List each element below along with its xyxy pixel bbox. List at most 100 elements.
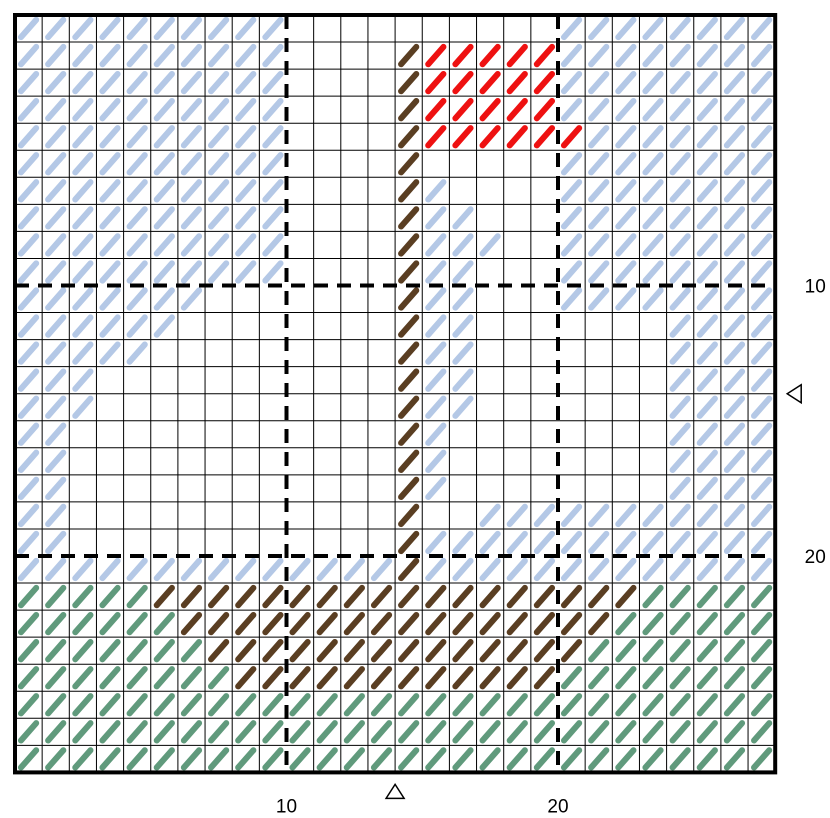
stitch-pole	[289, 666, 311, 690]
stitch-sky	[17, 314, 40, 338]
stitch-sky	[452, 557, 474, 582]
stitch-sky	[751, 476, 773, 501]
stitch-sky	[235, 70, 257, 95]
stitch-grass	[506, 693, 528, 717]
stitch-sky	[669, 314, 691, 338]
stitch-sky	[99, 233, 121, 257]
stitch-sky	[452, 260, 474, 284]
stitch-sky	[45, 16, 67, 41]
stitch-pole	[615, 584, 637, 609]
stitch-pole	[479, 584, 501, 609]
stitch-pole	[398, 179, 420, 203]
stitch-sky	[696, 395, 718, 419]
stitch-pole	[398, 43, 420, 68]
stitch-sky	[45, 152, 67, 176]
stitch-sky	[99, 314, 121, 338]
stitch-sky	[560, 233, 583, 257]
stitch-pole	[398, 666, 420, 690]
stitch-sky	[642, 260, 664, 284]
stitch-grass	[99, 666, 121, 690]
stitch-sky	[425, 557, 447, 582]
stitch-sky	[72, 16, 94, 41]
stitch-grass	[452, 747, 474, 771]
stitch-sky	[208, 152, 230, 176]
stitch-sky	[642, 179, 664, 203]
stitch-sky	[17, 557, 40, 582]
stitch-sky	[262, 179, 284, 203]
stitch-sky	[99, 260, 121, 284]
stitch-sky	[723, 206, 746, 230]
stitch-grass	[506, 720, 528, 744]
stitch-grass	[560, 693, 583, 717]
stitch-sky	[723, 476, 746, 501]
stitch-sky	[588, 530, 610, 555]
stitch-grass	[751, 666, 773, 690]
stitch-sky	[723, 422, 746, 446]
stitch-pole	[343, 611, 365, 636]
stitch-sky	[452, 530, 474, 555]
stitch-pole	[343, 584, 365, 609]
stitch-sky	[235, 16, 257, 41]
stitch-sky	[72, 287, 94, 311]
stitch-sky	[642, 43, 664, 68]
stitch-sky	[588, 179, 610, 203]
axis-labels: 10 20 10 20	[276, 277, 826, 818]
stitch-grass	[17, 611, 40, 636]
stitch-sky	[17, 422, 40, 446]
stitch-sky	[289, 557, 311, 582]
stitch-grass	[180, 747, 203, 771]
stitch-flag	[479, 43, 501, 68]
stitch-pole	[262, 666, 284, 690]
stitch-sky	[99, 43, 121, 68]
stitch-grass	[126, 584, 148, 609]
stitch-sky	[642, 530, 664, 555]
stitch-grass	[72, 747, 94, 771]
stitch-sky	[99, 98, 121, 122]
stitch-sky	[642, 98, 664, 122]
stitch-sky	[669, 152, 691, 176]
stitch-sky	[533, 557, 556, 582]
stitch-pole	[506, 584, 528, 609]
stitch-grass	[615, 747, 637, 771]
stitch-grass	[72, 720, 94, 744]
stitch-sky	[425, 179, 447, 203]
stitch-sky	[751, 43, 773, 68]
stitch-sky	[425, 341, 447, 365]
stitch-grass	[99, 693, 121, 717]
stitch-sky	[723, 98, 746, 122]
stitch-grass	[642, 693, 664, 717]
stitch-grass	[696, 720, 718, 744]
stitch-sky	[262, 233, 284, 257]
stitch-sky	[723, 16, 746, 41]
stitch-pole	[398, 314, 420, 338]
stitch-sky	[180, 125, 203, 149]
stitch-pole	[398, 395, 420, 419]
stitch-pole	[398, 125, 420, 149]
stitch-pole	[262, 639, 284, 663]
stitch-sky	[669, 125, 691, 149]
stitch-pole	[533, 584, 556, 609]
stitch-pole	[398, 530, 420, 555]
stitch-grass	[99, 639, 121, 663]
stitch-sky	[72, 43, 94, 68]
stitch-grass	[398, 720, 420, 744]
stitch-grass	[180, 693, 203, 717]
stitch-grass	[72, 611, 94, 636]
stitch-sky	[208, 260, 230, 284]
stitch-sky	[751, 233, 773, 257]
stitch-sky	[588, 152, 610, 176]
stitch-sky	[17, 98, 40, 122]
stitch-sky	[751, 152, 773, 176]
stitch-grass	[316, 693, 338, 717]
stitch-grass	[398, 747, 420, 771]
stitch-sky	[751, 98, 773, 122]
stitch-sky	[751, 341, 773, 365]
stitch-sky	[669, 43, 691, 68]
stitch-pole	[208, 611, 230, 636]
stitch-sky	[615, 152, 637, 176]
stitch-sky	[588, 70, 610, 95]
stitch-grass	[17, 666, 40, 690]
stitch-flag	[425, 43, 447, 68]
stitch-grass	[262, 693, 284, 717]
stitch-pole	[588, 611, 610, 636]
